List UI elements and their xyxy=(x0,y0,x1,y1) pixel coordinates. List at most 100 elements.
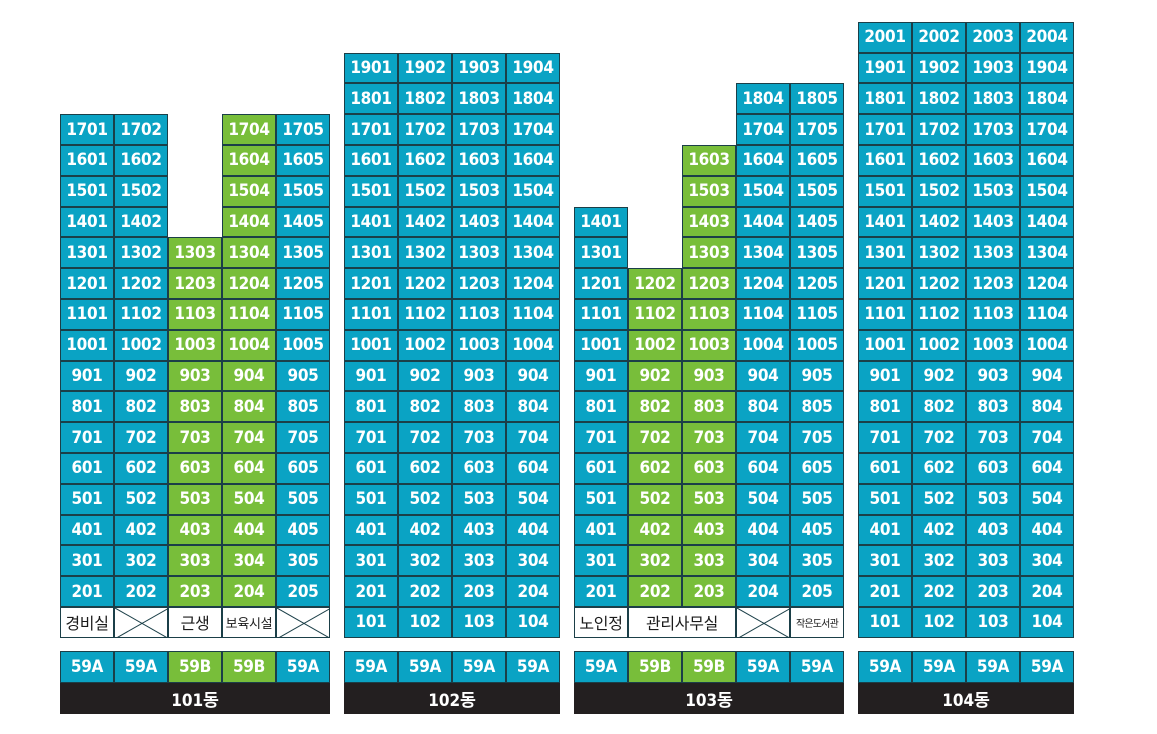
unit-cell: 703 xyxy=(966,422,1020,453)
unit-cell: 1504 xyxy=(736,175,790,207)
unit-cell: 703 xyxy=(168,422,222,453)
unit-cell: 503 xyxy=(168,483,222,515)
unit-cell: 1701 xyxy=(344,114,398,145)
unit-type-label: 59A xyxy=(790,651,844,683)
unit-cell: 1601 xyxy=(344,145,398,176)
unit-cell: 1601 xyxy=(858,145,912,176)
unit-cell: 805 xyxy=(276,391,330,423)
unit-cell: 1805 xyxy=(790,83,844,115)
unit-cell: 1404 xyxy=(1020,206,1074,238)
unit-cell: 901 xyxy=(60,360,114,392)
unit-cell: 701 xyxy=(574,422,628,453)
unit-cell: 1504 xyxy=(1020,175,1074,207)
unit-cell: 1204 xyxy=(1020,268,1074,299)
unit-cell: 205 xyxy=(276,576,330,607)
unit-cell: 1702 xyxy=(912,114,966,145)
unit-cell: 1001 xyxy=(60,329,114,361)
unit-cell: 1602 xyxy=(912,145,966,176)
unit-cell: 602 xyxy=(628,453,682,484)
unit-cell: 1504 xyxy=(506,175,560,207)
unit-cell: 901 xyxy=(344,360,398,392)
ground-facility-label: 관리사무실 xyxy=(628,607,736,638)
unit-cell: 605 xyxy=(276,453,330,484)
unit-cell: 1201 xyxy=(344,268,398,299)
unit-cell: 604 xyxy=(736,453,790,484)
unit-cell: 101 xyxy=(344,607,398,638)
unit-cell: 304 xyxy=(506,545,560,577)
unit-cell: 702 xyxy=(628,422,682,453)
unit-cell: 801 xyxy=(60,391,114,423)
unit-cell: 1303 xyxy=(682,237,736,269)
unit-cell: 1204 xyxy=(222,268,276,299)
building-name-label: 103동 xyxy=(574,683,844,714)
unit-type-label: 59A xyxy=(858,651,912,683)
unit-cell: 1603 xyxy=(966,145,1020,176)
unit-cell: 1602 xyxy=(114,145,168,176)
unit-cell: 1903 xyxy=(452,52,506,84)
building-name-label: 101동 xyxy=(60,683,330,714)
unit-cell: 802 xyxy=(398,391,452,423)
unit-type-label: 59A xyxy=(344,651,398,683)
unit-cell: 2003 xyxy=(966,21,1020,53)
unit-cell: 1303 xyxy=(452,237,506,269)
unit-cell: 201 xyxy=(60,576,114,607)
unit-cell: 1003 xyxy=(452,329,506,361)
unit-type-label: 59A xyxy=(506,651,560,683)
unit-type-label: 59A xyxy=(574,651,628,683)
unit-cell: 103 xyxy=(966,607,1020,638)
unit-cell: 504 xyxy=(506,483,560,515)
unit-cell: 1704 xyxy=(222,114,276,145)
unit-cell: 1104 xyxy=(506,299,560,330)
unit-cell: 903 xyxy=(682,360,736,392)
unit-cell: 1202 xyxy=(398,268,452,299)
unit-cell: 1403 xyxy=(682,206,736,238)
unit-cell: 603 xyxy=(452,453,506,484)
unit-cell: 304 xyxy=(222,545,276,577)
unit-cell: 1202 xyxy=(912,268,966,299)
unit-cell: 1401 xyxy=(60,206,114,238)
unit-cell: 802 xyxy=(114,391,168,423)
unit-cell: 1002 xyxy=(912,329,966,361)
ground-facility-label: 경비실 xyxy=(60,607,114,638)
unit-cell: 102 xyxy=(398,607,452,638)
unit-cell: 1203 xyxy=(682,268,736,299)
unit-cell: 1301 xyxy=(60,237,114,269)
unit-cell: 901 xyxy=(574,360,628,392)
unit-cell: 1105 xyxy=(276,299,330,330)
unit-cell: 1405 xyxy=(790,206,844,238)
unit-cell: 1303 xyxy=(966,237,1020,269)
unit-cell: 1302 xyxy=(398,237,452,269)
unit-cell: 501 xyxy=(60,483,114,515)
unit-cell: 1204 xyxy=(506,268,560,299)
unit-cell: 2001 xyxy=(858,21,912,53)
unit-cell: 903 xyxy=(168,360,222,392)
unit-cell: 1301 xyxy=(858,237,912,269)
unit-cell: 1204 xyxy=(736,268,790,299)
unit-cell: 1403 xyxy=(452,206,506,238)
unit-cell: 1001 xyxy=(574,329,628,361)
unit-cell: 1203 xyxy=(168,268,222,299)
unit-cell: 1502 xyxy=(912,175,966,207)
unit-cell: 803 xyxy=(682,391,736,423)
unit-cell: 1902 xyxy=(398,52,452,84)
unit-type-label: 59B xyxy=(682,651,736,683)
unit-cell: 805 xyxy=(790,391,844,423)
unit-cell: 1702 xyxy=(398,114,452,145)
unit-cell: 1201 xyxy=(574,268,628,299)
unit-cell: 403 xyxy=(966,514,1020,546)
unit-cell: 1004 xyxy=(1020,329,1074,361)
unit-cell: 1503 xyxy=(966,175,1020,207)
unit-cell: 502 xyxy=(114,483,168,515)
unit-type-label: 59B xyxy=(222,651,276,683)
unit-cell: 503 xyxy=(966,483,1020,515)
unit-cell: 1605 xyxy=(790,145,844,176)
unit-cell: 704 xyxy=(506,422,560,453)
unit-cell: 201 xyxy=(574,576,628,607)
unit-cell: 1504 xyxy=(222,175,276,207)
unit-cell: 404 xyxy=(222,514,276,546)
unit-cell: 803 xyxy=(452,391,506,423)
unit-cell: 1004 xyxy=(506,329,560,361)
unit-cell: 1301 xyxy=(574,237,628,269)
unit-cell: 502 xyxy=(628,483,682,515)
unit-cell: 402 xyxy=(398,514,452,546)
